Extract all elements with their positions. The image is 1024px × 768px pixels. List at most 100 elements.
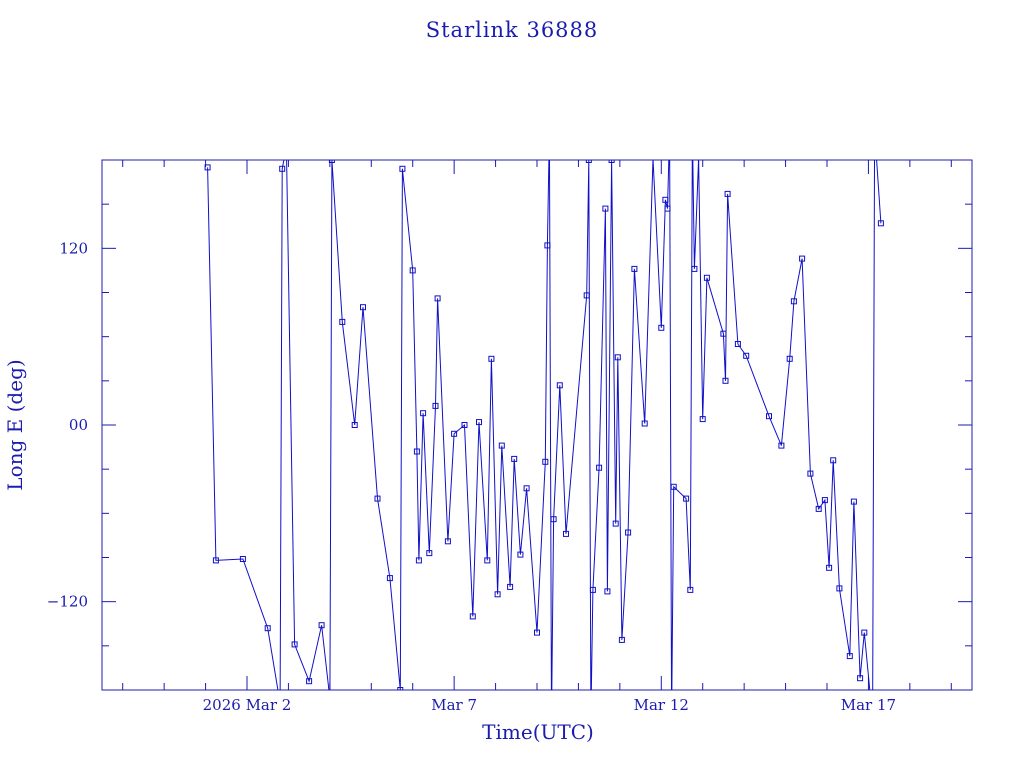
data-point (618, 636, 625, 643)
plot-frame (101, 159, 973, 691)
data-point (722, 377, 729, 384)
data-point (420, 410, 427, 417)
data-point (699, 416, 706, 423)
chart-title: Starlink 36888 (426, 18, 599, 42)
data-point (807, 470, 814, 477)
data-point (583, 292, 590, 299)
data-point (821, 497, 828, 504)
data-point (830, 457, 837, 464)
data-point (351, 422, 358, 428)
data-point (766, 413, 772, 420)
data-point (662, 196, 669, 203)
data-point (604, 588, 611, 595)
data-point (434, 295, 441, 302)
data-point (826, 564, 833, 571)
data-point (670, 483, 677, 490)
data-point (612, 520, 619, 527)
data-point (461, 422, 468, 428)
data-point (703, 274, 710, 281)
data-point (664, 205, 671, 212)
data-point (399, 165, 406, 172)
data-point (212, 557, 219, 564)
series-line (207, 160, 882, 690)
data-point (432, 402, 439, 409)
data-point (415, 557, 422, 564)
data-point (602, 205, 609, 212)
data-point (631, 265, 638, 272)
data-point (488, 355, 495, 362)
series-longitude (204, 160, 884, 690)
data-point (786, 355, 793, 362)
data-point (589, 586, 596, 593)
data-point (360, 304, 366, 311)
data-point (846, 653, 853, 660)
data-point (691, 265, 698, 272)
data-point (318, 622, 325, 629)
data-point (836, 585, 843, 592)
data-point (625, 529, 632, 536)
data-point (790, 298, 797, 305)
data-point (534, 629, 540, 636)
y-tick-label: 120 (59, 239, 88, 257)
data-point (264, 625, 271, 632)
data-point (328, 160, 335, 163)
data-point (614, 354, 621, 361)
data-point (596, 464, 603, 471)
data-point (743, 352, 750, 359)
data-point (799, 255, 806, 262)
data-point (279, 165, 286, 172)
data-point (687, 586, 694, 593)
data-point (511, 455, 518, 462)
data-point (734, 341, 741, 347)
data-point (641, 420, 648, 427)
data-point (544, 242, 551, 249)
data-point (517, 551, 524, 558)
data-point (204, 164, 211, 171)
tick-labels: 2026 Mar 2 Mar 7 Mar 12 Mar 17 120 00 −120 (47, 239, 896, 714)
data-point (523, 485, 530, 492)
data-point (397, 687, 404, 690)
x-tick-label: Mar 12 (634, 696, 689, 714)
data-point (778, 442, 785, 449)
data-point (484, 557, 491, 564)
data-point (339, 318, 346, 325)
data-point (550, 516, 557, 523)
data-point (658, 324, 665, 331)
data-point (291, 641, 298, 648)
x-tick-label: Mar 7 (431, 696, 477, 714)
data-point (850, 498, 857, 505)
data-point (724, 190, 731, 197)
data-point (494, 591, 501, 598)
data-point (306, 678, 313, 685)
data-point (556, 382, 563, 389)
x-tick-label: 2026 Mar 2 (203, 696, 292, 714)
data-point (444, 538, 451, 545)
data-point (374, 495, 381, 502)
data-point (585, 160, 592, 163)
data-point (507, 583, 514, 590)
data-point (426, 550, 433, 557)
data-point (720, 330, 727, 337)
data-point (683, 495, 690, 502)
data-point (469, 613, 476, 620)
data-point (386, 575, 393, 582)
data-point (409, 267, 416, 274)
data-point (857, 675, 864, 682)
y-tick-label: 00 (69, 416, 88, 434)
x-tick-label: Mar 17 (841, 696, 896, 714)
data-point (498, 442, 505, 449)
x-axis-label: Time(UTC) (482, 720, 594, 744)
data-point (563, 530, 569, 537)
data-point (608, 160, 615, 163)
data-point (877, 220, 884, 227)
data-point (239, 556, 246, 562)
y-axis-label: Long E (deg) (3, 359, 27, 490)
y-tick-label: −120 (47, 593, 88, 611)
data-point (451, 430, 458, 437)
data-point (476, 419, 482, 426)
data-point (413, 448, 420, 455)
data-point (815, 505, 822, 512)
data-point (861, 629, 868, 636)
data-point (542, 458, 549, 465)
